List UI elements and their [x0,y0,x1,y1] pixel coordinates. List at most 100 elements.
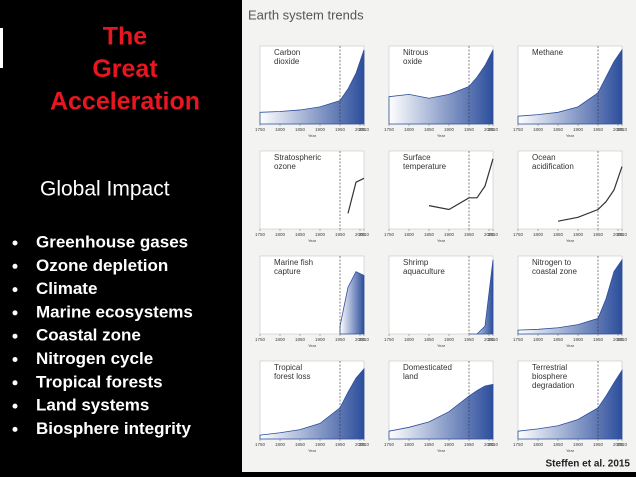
edge-strip [0,28,3,68]
trend-area [259,49,365,125]
plot-frame [388,255,494,335]
x-tick-label: 1850 [295,232,306,237]
trend-area [388,49,494,125]
panel-label: dioxide [274,57,300,66]
x-tick-label: 2000 [355,337,366,342]
x-tick-label: 2000 [613,337,624,342]
x-tick-label: 1800 [533,232,544,237]
trend-line [347,177,365,214]
x-tick-label: 2000 [484,442,495,447]
panel-label: Terrestrial [532,363,567,372]
trend-area [517,368,623,440]
panel-label: aquaculture [403,267,445,276]
trend-line [557,166,623,222]
slide-title: Great [92,55,158,83]
x-tick-label: 1750 [513,127,524,132]
bullet-text: Land systems [36,396,149,415]
x-tick-label: 1950 [335,337,346,342]
x-tick-label: 1750 [255,337,266,342]
x-tick-label: 1900 [444,442,455,447]
x-tick-label: 1750 [513,232,524,237]
bullet-text: Greenhouse gases [36,232,188,251]
plot-frame [517,150,623,230]
source: Steffen et al. 2015 [546,459,631,470]
x-axis-label: Year [566,448,575,453]
x-tick-label: 2010 [617,442,628,447]
x-tick-label: 2000 [355,232,366,237]
x-tick-label: 1850 [424,337,435,342]
x-tick-label: 1950 [464,442,475,447]
bullet-dot [12,263,18,269]
x-axis-label: Year [566,343,575,348]
plot-frame [259,150,365,230]
x-tick-label: 2000 [484,232,495,237]
x-axis-label: Year [308,343,317,348]
x-tick-label: 2010 [488,442,499,447]
x-tick-label: 1750 [513,442,524,447]
panel-label: Methane [532,48,564,57]
trend-area [388,383,494,440]
bullet-dot [12,403,18,409]
x-tick-label: 1800 [404,337,415,342]
bullet-text: Ozone depletion [36,256,168,275]
panel-label: Nitrous [403,48,428,57]
x-tick-label: 1800 [404,127,415,132]
x-tick-label: 2010 [617,127,628,132]
x-axis-label: Year [308,238,317,243]
x-tick-label: 2000 [355,127,366,132]
x-tick-label: 1750 [255,232,266,237]
x-tick-label: 1950 [593,337,604,342]
bullet-text: Marine ecosystems [36,302,193,321]
x-tick-label: 2010 [488,127,499,132]
x-tick-label: 1850 [295,442,306,447]
x-axis-label: Year [566,133,575,138]
panel-label: Carbon [274,48,300,57]
trend-area [517,258,623,335]
x-tick-label: 1900 [315,232,326,237]
x-tick-label: 1900 [444,232,455,237]
x-tick-label: 2000 [355,442,366,447]
x-axis-label: Year [308,448,317,453]
panel-label: ozone [274,162,296,171]
slide-title: The [103,23,148,51]
bullet-dot [12,240,18,246]
panel-label: Stratospheric [274,153,321,162]
bullet-text: Biosphere integrity [36,419,191,438]
x-tick-label: 1950 [335,127,346,132]
x-tick-label: 1750 [255,127,266,132]
panel-label: temperature [403,162,447,171]
panel-label: Marine fish [274,258,313,267]
x-tick-label: 1800 [275,232,286,237]
x-tick-label: 1850 [424,232,435,237]
x-tick-label: 1800 [275,127,286,132]
slide-title: Acceleration [50,88,200,116]
x-axis-label: Year [437,238,446,243]
panel-label: coastal zone [532,267,577,276]
x-tick-label: 2010 [359,127,370,132]
x-tick-label: 2010 [617,232,628,237]
x-tick-label: 1900 [315,127,326,132]
bullet-dot [12,426,18,432]
x-tick-label: 1750 [384,127,395,132]
x-tick-label: 1850 [424,442,435,447]
x-tick-label: 1800 [533,442,544,447]
x-tick-label: 1900 [573,442,584,447]
panel-label: forest loss [274,372,310,381]
bullet-dot [12,357,18,362]
x-tick-label: 1950 [335,232,346,237]
panel-label: capture [274,267,301,276]
panel-label: Nitrogen to [532,258,572,267]
x-tick-label: 2000 [484,127,495,132]
trend-line [428,158,494,211]
x-tick-label: 2010 [359,232,370,237]
bullet-text: Nitrogen cycle [36,349,153,368]
x-tick-label: 2010 [359,442,370,447]
bullet-dot [12,380,18,386]
trend-area [259,367,365,440]
x-tick-label: 2010 [617,337,628,342]
x-tick-label: 1950 [464,232,475,237]
x-tick-label: 1850 [553,442,564,447]
x-tick-label: 1750 [384,337,395,342]
x-axis-label: Year [437,343,446,348]
